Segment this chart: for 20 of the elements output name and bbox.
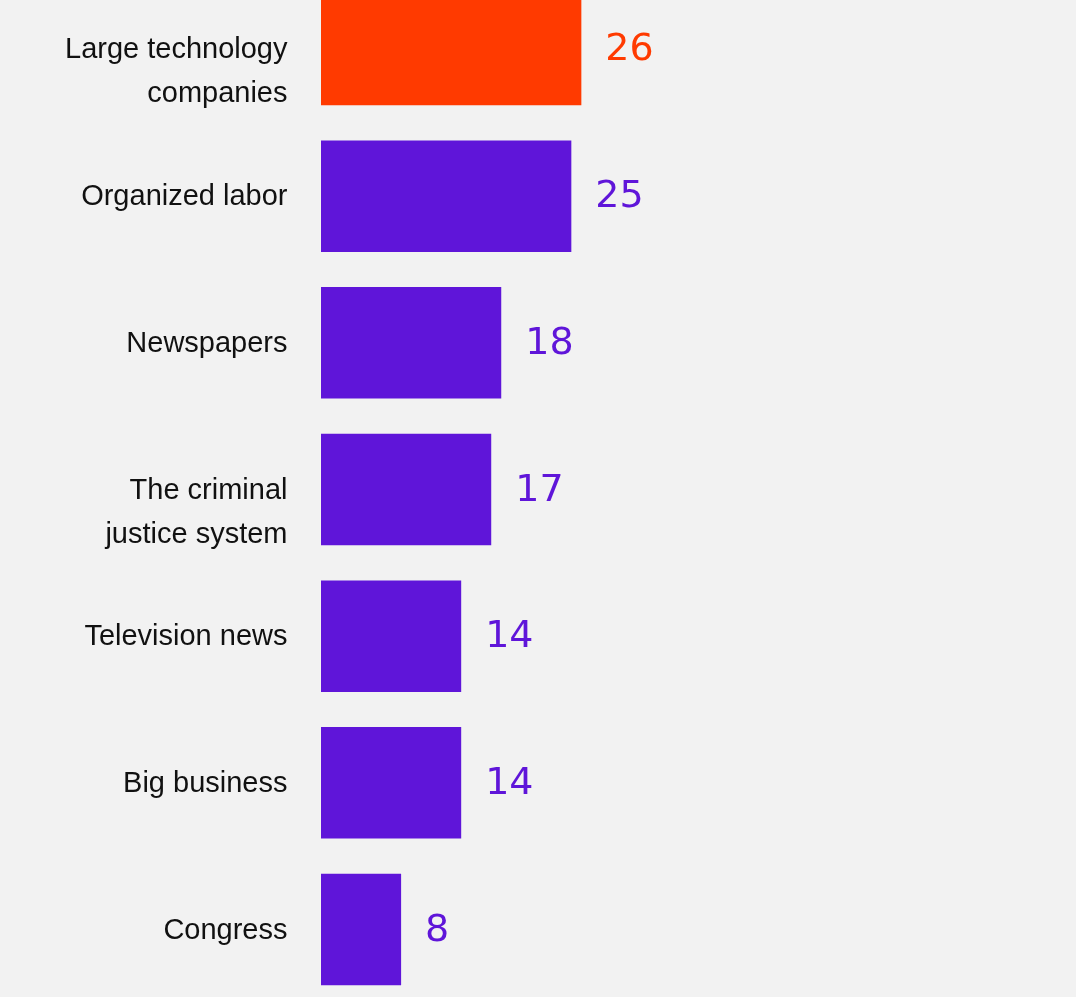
- bar: [321, 873, 402, 986]
- data-label: 8: [425, 905, 450, 950]
- bar: [321, 433, 492, 546]
- y-tick-label: Organized labor: [81, 179, 288, 212]
- y-tick-label: The criminal justice system: [104, 472, 288, 549]
- y-tick-label: Newspapers: [126, 325, 288, 358]
- data-label: 25: [595, 172, 644, 217]
- data-label: 18: [525, 318, 574, 363]
- data-label: 14: [485, 758, 534, 803]
- bar: [321, 727, 462, 839]
- data-label: 17: [515, 465, 564, 510]
- y-tick-label: Congress: [163, 912, 288, 945]
- y-tick-label: Television news: [84, 619, 288, 652]
- bar: [321, 580, 462, 692]
- bar: [321, 287, 502, 399]
- y-tick-label: Large technology companies: [65, 32, 288, 109]
- data-label: 14: [485, 612, 534, 657]
- y-tick-label: Big business: [123, 765, 288, 798]
- data-label: 26: [605, 25, 654, 70]
- bar: [321, 140, 572, 252]
